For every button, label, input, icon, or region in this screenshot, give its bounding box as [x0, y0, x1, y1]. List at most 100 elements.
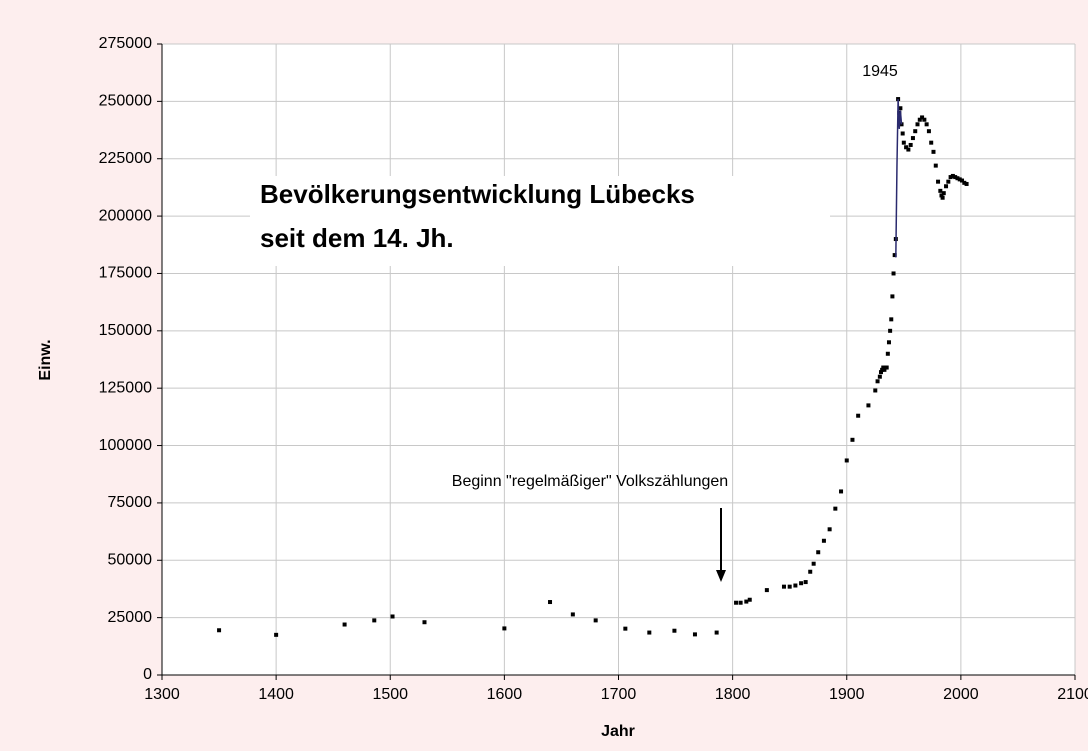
point: [913, 129, 918, 134]
y-axis-label: Einw.: [37, 339, 54, 380]
point: [964, 181, 969, 186]
arrow-head: [716, 570, 726, 582]
chart-title: seit dem 14. Jh.: [260, 223, 454, 253]
point: [803, 580, 808, 585]
point: [647, 630, 652, 635]
point: [924, 122, 929, 127]
point: [882, 367, 887, 372]
point: [904, 145, 909, 150]
point: [906, 147, 911, 152]
point: [827, 527, 832, 532]
point: [929, 140, 934, 145]
point: [908, 142, 913, 147]
point: [548, 600, 553, 605]
point: [672, 628, 677, 633]
point: [890, 294, 895, 299]
point: [877, 374, 882, 379]
annotation: Beginn "regelmäßiger" Volkszählungen: [452, 473, 728, 490]
point: [888, 328, 893, 333]
annotation: 1945: [862, 63, 898, 80]
point: [917, 117, 922, 122]
point: [342, 622, 347, 627]
point: [217, 628, 222, 633]
point: [799, 581, 804, 586]
point: [816, 550, 821, 555]
point: [910, 136, 915, 141]
point: [885, 351, 890, 356]
point: [920, 115, 925, 120]
point: [623, 626, 628, 631]
y-tick-label: 50000: [108, 551, 153, 568]
point: [886, 340, 891, 345]
point: [833, 506, 838, 511]
point: [593, 618, 598, 623]
point: [502, 626, 507, 631]
y-tick-label: 125000: [99, 379, 152, 396]
y-tick-label: 200000: [99, 207, 152, 224]
title-box: [250, 176, 830, 266]
y-tick-label: 275000: [99, 35, 152, 52]
point: [962, 180, 967, 185]
point: [891, 271, 896, 276]
point: [787, 584, 792, 589]
point: [873, 388, 878, 393]
point: [372, 618, 377, 623]
point: [926, 129, 931, 134]
point: [892, 253, 897, 258]
x-tick-label: 2100: [1057, 686, 1088, 703]
point: [844, 458, 849, 463]
point: [422, 620, 427, 625]
point: [274, 632, 279, 637]
point: [839, 489, 844, 494]
point: [734, 600, 739, 605]
point: [744, 599, 749, 604]
point: [898, 106, 903, 111]
point: [922, 117, 927, 122]
x-tick-label: 1800: [715, 686, 751, 703]
point: [821, 538, 826, 543]
point: [900, 131, 905, 136]
point: [957, 177, 962, 182]
point: [570, 612, 575, 617]
point: [866, 403, 871, 408]
y-tick-label: 75000: [108, 494, 153, 511]
chart-title: Bevölkerungsentwicklung Lübecks: [260, 179, 695, 209]
point: [793, 583, 798, 588]
point: [950, 173, 955, 178]
point: [953, 175, 958, 180]
point: [960, 178, 965, 183]
point: [878, 370, 883, 375]
point: [939, 193, 944, 198]
y-tick-label: 150000: [99, 322, 152, 339]
y-tick-label: 0: [143, 666, 152, 683]
point: [747, 597, 752, 602]
point: [738, 600, 743, 605]
point: [850, 437, 855, 442]
x-tick-label: 1700: [601, 686, 637, 703]
x-axis-label: Jahr: [601, 723, 635, 740]
point: [856, 413, 861, 418]
point: [881, 365, 886, 370]
point: [390, 614, 395, 619]
y-tick-label: 225000: [99, 150, 152, 167]
x-tick-label: 1500: [372, 686, 408, 703]
point: [884, 365, 889, 370]
point: [936, 179, 941, 184]
y-tick-label: 250000: [99, 93, 152, 110]
y-tick-label: 100000: [99, 437, 152, 454]
line: [895, 99, 903, 258]
y-tick-label: 175000: [99, 265, 152, 282]
point: [955, 176, 960, 181]
point: [948, 175, 953, 180]
point: [941, 191, 946, 196]
point: [889, 317, 894, 322]
point: [933, 163, 938, 168]
point: [692, 632, 697, 637]
point: [811, 561, 816, 566]
y-tick-label: 25000: [108, 609, 153, 626]
point: [940, 195, 945, 200]
point: [946, 179, 951, 184]
point: [808, 569, 813, 574]
point: [944, 184, 949, 189]
x-tick-label: 1900: [829, 686, 865, 703]
